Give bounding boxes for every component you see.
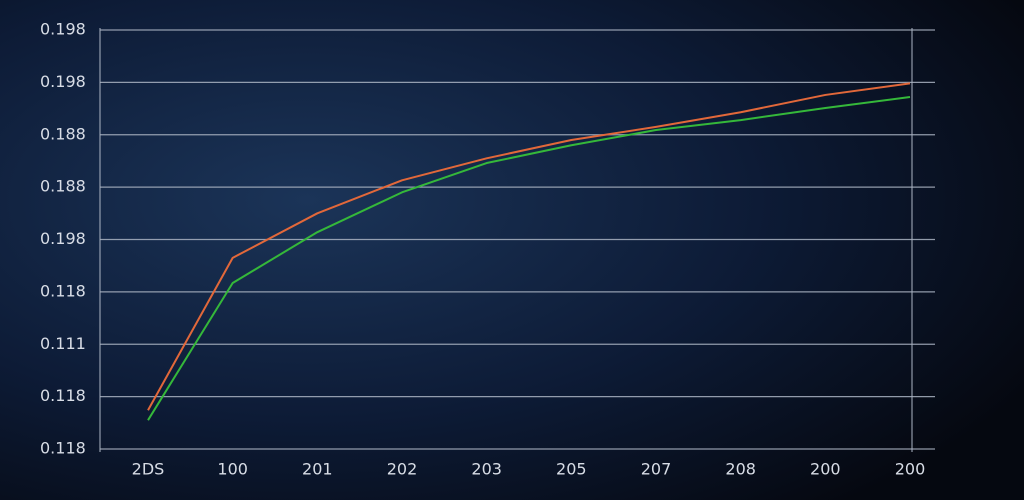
y-tick-label: 0.118 [40,439,86,458]
line-series [147,96,911,421]
x-tick-label: 208 [725,460,756,479]
y-tick-label: 0.188 [40,177,86,196]
x-tick-label: 100 [217,460,248,479]
y-tick-label: 0.198 [40,20,86,39]
line-series [147,82,911,411]
x-tick-label: 205 [556,460,587,479]
y-tick-label: 0.198 [40,229,86,248]
x-tick-label: 203 [471,460,502,479]
x-tick-label: 2DS [132,460,165,479]
x-tick-label: 201 [302,460,333,479]
y-tick-label: 0.118 [40,281,86,300]
y-tick-label: 0.198 [40,72,86,91]
x-tick-label: 200 [810,460,841,479]
y-tick-label: 0.111 [40,334,86,353]
y-tick-label: 0.118 [40,386,86,405]
x-tick-label: 207 [641,460,672,479]
y-tick-label: 0.188 [40,124,86,143]
x-tick-label: 202 [387,460,418,479]
x-tick-label: 200 [895,460,926,479]
